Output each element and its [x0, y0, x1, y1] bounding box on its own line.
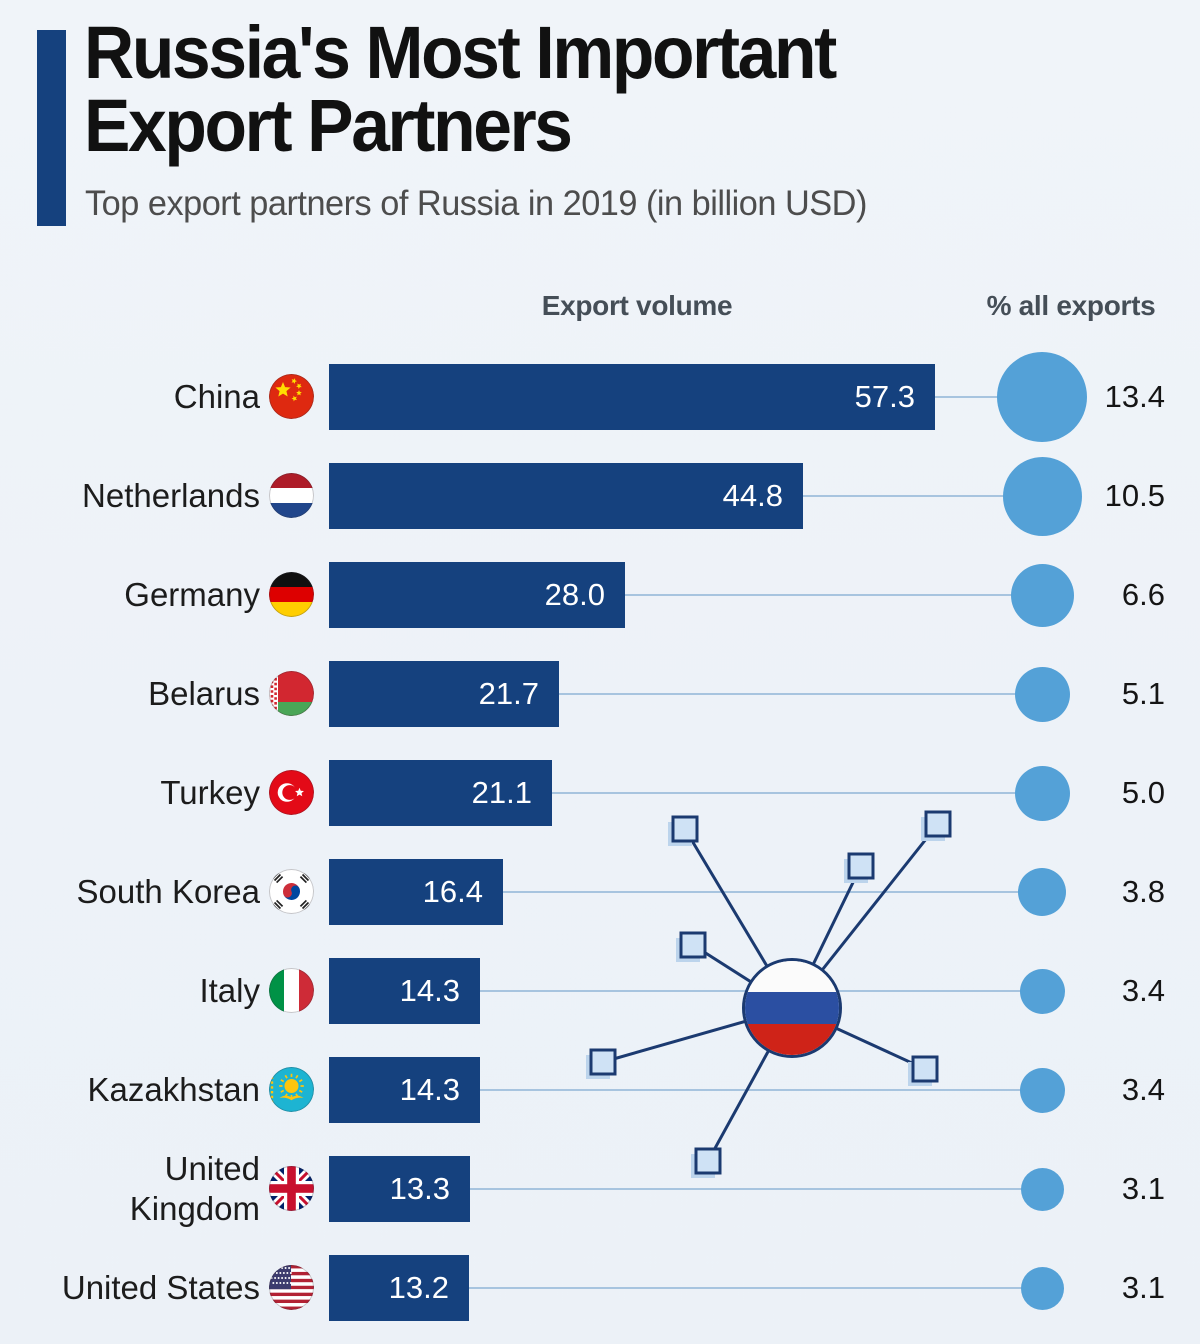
connector-line — [470, 1188, 1025, 1190]
export-volume-value: 57.3 — [854, 379, 915, 414]
pct-exports-value: 6.6 — [1121, 577, 1165, 612]
connector-line — [480, 1089, 1024, 1091]
flag-united-kingdom-icon — [269, 1166, 314, 1211]
connector-line — [935, 396, 1001, 398]
column-header-export-volume: Export volume — [541, 290, 733, 321]
row-label-kazakhstan: Kazakhstan — [87, 1071, 260, 1108]
export-volume-value: 14.3 — [399, 973, 460, 1008]
export-volume-bar: 13.2 — [329, 1255, 469, 1321]
row-label-united-states: United States — [61, 1269, 260, 1306]
page-title: Russia's Most Important Export Partners — [84, 11, 837, 167]
export-volume-bar: 44.8 — [329, 463, 803, 529]
row-label-china: China — [173, 378, 260, 415]
export-volume-bar: 16.4 — [329, 859, 503, 925]
pct-exports-bubble — [1018, 868, 1066, 916]
export-volume-bar: 14.3 — [329, 958, 480, 1024]
flag-south-korea-icon — [269, 869, 314, 914]
pct-exports-bubble — [1014, 765, 1070, 821]
export-volume-value: 21.1 — [471, 775, 532, 810]
column-header-pct-all-exports: % all exports — [986, 290, 1156, 321]
pct-exports-value: 3.4 — [1121, 973, 1165, 1008]
export-volume-bar: 28.0 — [329, 562, 625, 628]
connector-line — [559, 693, 1019, 695]
flag-belarus-icon — [269, 671, 314, 716]
connector-line — [503, 891, 1022, 893]
flag-netherlands-icon — [269, 473, 314, 518]
row-label-belarus: Belarus — [148, 675, 260, 712]
flag-italy-icon — [269, 968, 314, 1013]
pct-exports-bubble — [1019, 1067, 1065, 1113]
pct-exports-value: 13.4 — [1104, 379, 1165, 414]
pct-exports-value: 3.8 — [1121, 874, 1165, 909]
page-title-line1: Russia's Most Important — [84, 11, 837, 94]
export-volume-value: 44.8 — [722, 478, 783, 513]
pct-exports-value: 5.0 — [1121, 775, 1165, 810]
pct-exports-bubble — [1002, 456, 1082, 536]
pct-exports-bubble — [997, 352, 1087, 442]
row-label-south-korea: South Korea — [76, 873, 260, 910]
connector-line — [469, 1287, 1025, 1289]
pct-exports-bubble — [1019, 968, 1065, 1014]
pct-exports-bubble — [1020, 1266, 1064, 1310]
pct-exports-value: 3.1 — [1121, 1171, 1165, 1206]
row-label-united-kingdom: United Kingdom — [129, 1150, 260, 1227]
flag-kazakhstan-icon — [269, 1067, 314, 1112]
connector-line — [803, 495, 1007, 497]
pct-exports-bubble — [1020, 1167, 1064, 1211]
pct-exports-value: 5.1 — [1121, 676, 1165, 711]
row-label-turkey: Turkey — [160, 774, 260, 811]
export-volume-bar: 13.3 — [329, 1156, 470, 1222]
flag-china-icon — [269, 374, 314, 419]
row-label-germany: Germany — [124, 576, 260, 613]
export-volume-value: 13.3 — [389, 1171, 450, 1206]
export-volume-value: 21.7 — [478, 676, 539, 711]
title-accent-bar — [37, 30, 66, 226]
flag-united-states-icon — [269, 1265, 314, 1310]
export-volume-value: 28.0 — [544, 577, 605, 612]
pct-exports-value: 3.4 — [1121, 1072, 1165, 1107]
pct-exports-bubble — [1010, 563, 1074, 627]
pct-exports-bubble — [1014, 666, 1070, 722]
page-subtitle: Top export partners of Russia in 2019 (i… — [85, 184, 867, 223]
export-volume-bar: 21.7 — [329, 661, 559, 727]
connector-line — [480, 990, 1024, 992]
row-label-italy: Italy — [199, 972, 260, 1009]
export-volume-bar: 14.3 — [329, 1057, 480, 1123]
export-volume-bar: 57.3 — [329, 364, 935, 430]
connector-line — [552, 792, 1019, 794]
export-volume-bar: 21.1 — [329, 760, 552, 826]
export-volume-value: 14.3 — [399, 1072, 460, 1107]
connector-line — [625, 594, 1015, 596]
pct-exports-value: 3.1 — [1121, 1270, 1165, 1305]
row-label-netherlands: Netherlands — [82, 477, 260, 514]
page-title-line2: Export Partners — [84, 84, 573, 167]
pct-exports-value: 10.5 — [1104, 478, 1165, 513]
flag-germany-icon — [269, 572, 314, 617]
export-volume-value: 13.2 — [388, 1270, 449, 1305]
export-volume-value: 16.4 — [422, 874, 483, 909]
flag-turkey-icon — [269, 770, 314, 815]
